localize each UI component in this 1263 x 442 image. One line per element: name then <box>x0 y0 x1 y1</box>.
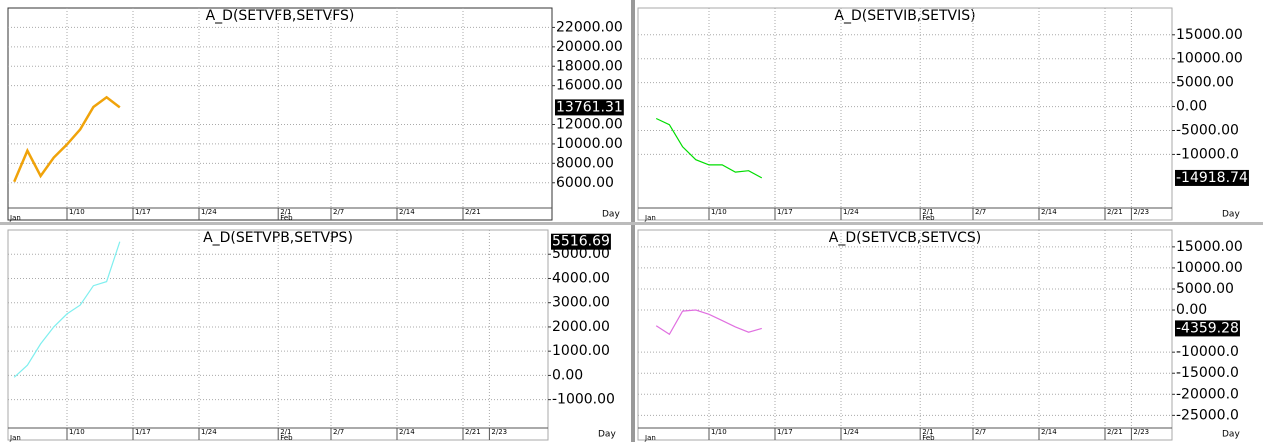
x-tick-label: 2/7 <box>975 428 986 436</box>
y-tick-label: -10000.0 <box>1176 146 1239 162</box>
data-line <box>13 241 121 378</box>
data-line <box>655 117 763 179</box>
y-tick-label: 10000.00 <box>1176 51 1243 67</box>
chart-title: A_D(SETVPB,SETVPS) <box>203 230 353 246</box>
plot-frame <box>637 229 1173 441</box>
x-tick-label: 1/10 <box>69 208 85 216</box>
last-value-label: -4359.28 <box>1176 320 1239 336</box>
y-tick-label: -15000.0 <box>1176 365 1239 381</box>
x-tick-label: 2/1 <box>280 208 291 216</box>
x-tick-label: 1/17 <box>135 208 151 216</box>
y-tick-label: -25000.0 <box>1176 407 1239 423</box>
x-tick-label: 2/21 <box>1107 208 1123 216</box>
x-tick-label: 2/1 <box>280 428 291 436</box>
x-tick-label: 2/7 <box>333 428 344 436</box>
x-tick-label: 1/17 <box>777 428 793 436</box>
y-tick-label: 20000.00 <box>556 39 623 55</box>
x-tick-label: 2/21 <box>465 208 481 216</box>
y-tick-label: 1000.00 <box>552 343 610 359</box>
x-tick-label: 2/14 <box>1041 428 1057 436</box>
month-label: Jan <box>644 434 656 442</box>
month-label: Feb <box>280 214 293 222</box>
y-tick-label: 10000.00 <box>556 136 623 152</box>
y-tick-label: 15000.00 <box>1176 239 1243 255</box>
last-value-box <box>551 233 611 250</box>
y-tick-label: 12000.00 <box>556 117 623 133</box>
x-unit-label: Day <box>602 210 620 220</box>
x-tick-label: 2/21 <box>465 428 481 436</box>
last-value-box <box>1175 169 1249 186</box>
column-divider <box>631 0 635 442</box>
month-label: Feb <box>922 214 935 222</box>
last-value-box <box>1175 320 1240 337</box>
x-tick-label: 2/14 <box>399 428 415 436</box>
y-tick-label: 0.00 <box>1176 99 1207 115</box>
y-tick-label: 16000.00 <box>556 78 623 94</box>
x-tick-label: 1/24 <box>201 208 217 216</box>
y-tick-label: 8000.00 <box>556 155 614 171</box>
x-tick-label: 2/7 <box>975 208 986 216</box>
month-label: Feb <box>922 434 935 442</box>
y-tick-label: -10000.0 <box>1176 344 1239 360</box>
last-value-label: -14918.74 <box>1176 170 1248 186</box>
y-tick-label: 18000.00 <box>556 58 623 74</box>
y-tick-label: -5000.00 <box>1176 122 1239 138</box>
x-tick-label: 2/1 <box>922 208 933 216</box>
chart-title: A_D(SETVIB,SETVIS) <box>834 8 975 24</box>
x-unit-label: Day <box>1222 430 1240 440</box>
x-tick-label: 2/14 <box>399 208 415 216</box>
last-value-box <box>555 99 624 116</box>
x-tick-label: 1/24 <box>843 208 859 216</box>
y-tick-label: 3000.00 <box>552 295 610 311</box>
x-tick-label: 2/23 <box>1133 428 1149 436</box>
y-tick-label: 0.00 <box>1176 302 1207 318</box>
x-tick-label: 1/10 <box>69 428 85 436</box>
month-label: Feb <box>280 434 293 442</box>
y-tick-label: 5000.00 <box>1176 281 1234 297</box>
y-tick-label: 0.00 <box>552 367 583 383</box>
month-label: Jan <box>644 214 656 222</box>
x-unit-label: Day <box>598 430 616 440</box>
x-tick-label: 2/23 <box>491 428 507 436</box>
y-tick-label: 6000.00 <box>556 175 614 191</box>
data-line <box>655 309 762 336</box>
data-line <box>13 95 121 183</box>
y-tick-label: 2000.00 <box>552 319 610 335</box>
last-value-label: 5516.69 <box>552 234 610 250</box>
plot-frame <box>7 7 553 221</box>
row-divider <box>0 222 1263 225</box>
x-tick-label: 2/21 <box>1107 428 1123 436</box>
chart-title: A_D(SETVCB,SETVCS) <box>829 230 982 246</box>
x-tick-label: 2/7 <box>333 208 344 216</box>
x-unit-label: Day <box>1222 210 1240 220</box>
last-value-label: 13761.31 <box>556 99 623 115</box>
x-tick-label: 2/23 <box>1133 208 1149 216</box>
x-tick-label: 2/1 <box>922 428 933 436</box>
x-tick-label: 1/17 <box>135 428 151 436</box>
x-tick-label: 1/10 <box>711 428 727 436</box>
y-tick-label: 4000.00 <box>552 270 610 286</box>
y-tick-label: 5000.00 <box>1176 75 1234 91</box>
chart-title: A_D(SETVFB,SETVFS) <box>206 8 355 24</box>
month-label: Jan <box>9 214 21 222</box>
y-tick-label: -20000.0 <box>1176 386 1239 402</box>
y-tick-label: 10000.00 <box>1176 260 1243 276</box>
x-tick-label: 1/10 <box>711 208 727 216</box>
y-tick-label: 22000.00 <box>556 19 623 35</box>
x-tick-label: 1/17 <box>777 208 793 216</box>
month-label: Jan <box>9 434 21 442</box>
plot-frame <box>637 7 1173 221</box>
y-tick-label: 15000.00 <box>1176 27 1243 43</box>
x-tick-label: 2/14 <box>1041 208 1057 216</box>
x-tick-label: 1/24 <box>201 428 217 436</box>
y-tick-label: 5000.00 <box>552 246 610 262</box>
x-tick-label: 1/24 <box>843 428 859 436</box>
y-tick-label: -1000.00 <box>552 392 615 408</box>
